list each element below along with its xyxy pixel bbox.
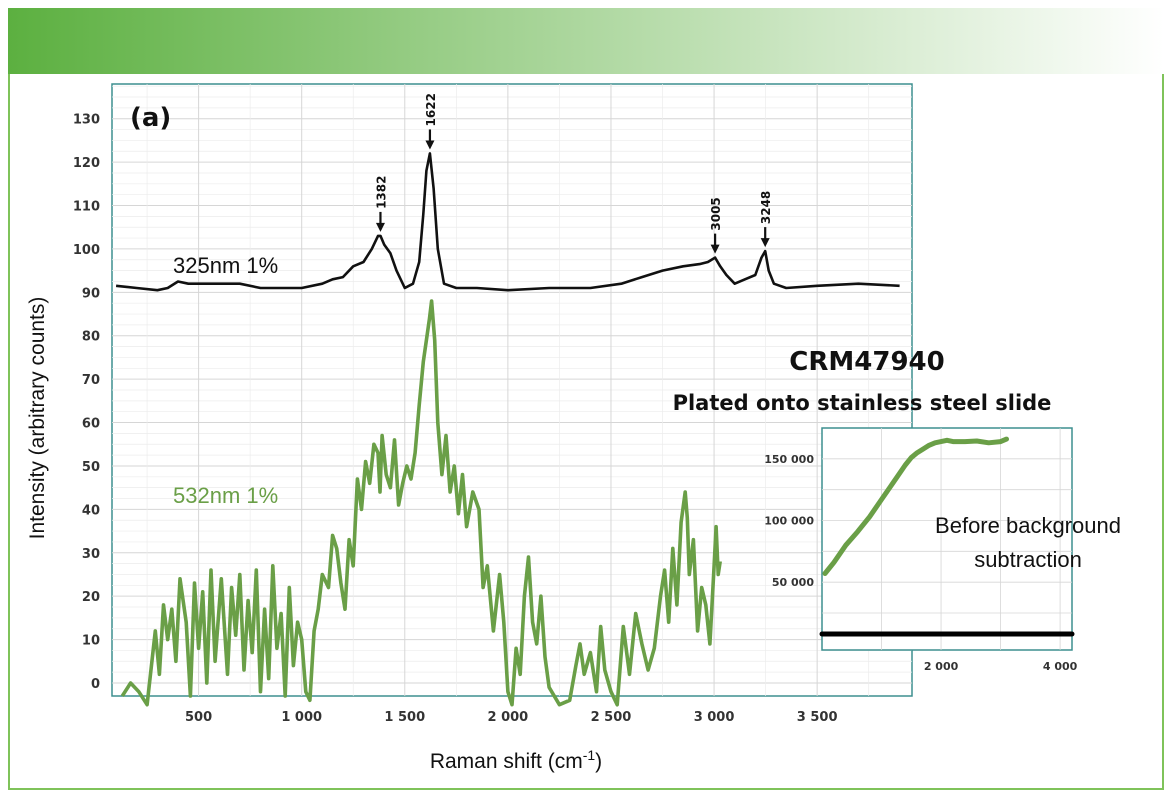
x-tick-label: 1 000 [281,710,322,725]
x-tick-label: 2 500 [591,710,632,725]
y-tick-label: 110 [73,200,100,215]
series-label-325: 325nm 1% [173,253,278,278]
inset-plot-area [821,427,1073,651]
peak-arrowhead [760,238,770,248]
main-axes: 0 10 20 30 40 50 60 70 80 90 100 110 120 130 500 1 000 1… [73,113,838,725]
inset-note-line2: subtraction [974,547,1082,572]
y-tick-label: 80 [82,330,100,345]
inset-y-tick-label: 50 000 [772,576,814,589]
chart-title: CRM47940 [789,347,944,377]
peak-label: 1382 [374,176,388,209]
inset-y-tick-label: 150 000 [764,453,814,466]
x-tick-label: 500 [185,710,212,725]
y-tick-label: 40 [82,503,100,518]
x-tick-label: 1 500 [384,710,425,725]
y-tick-label: 50 [82,460,100,475]
chart-subtitle: Plated onto stainless steel slide [673,391,1052,415]
inset-axes: 50 000 100 000 150 000 2 000 4 000 [764,453,1077,673]
y-tick-label: 0 [91,677,100,692]
inset-y-tick-label: 100 000 [764,515,814,528]
peak-label: 1622 [424,93,438,126]
figure-frame [8,74,1164,790]
series-532nm-line [120,299,722,707]
inset-x-tick-label: 2 000 [924,660,959,673]
panel-label: (a) [130,103,171,133]
peak-label: 3248 [759,191,773,224]
x-tick-label: 3 000 [694,710,735,725]
y-tick-label: 70 [82,373,100,388]
peak-arrowhead [375,222,385,232]
y-tick-label: 10 [82,634,100,649]
y-tick-label: 120 [73,156,100,171]
peak-annotations: 1382 1622 3005 3248 [374,93,773,254]
y-tick-label: 60 [82,417,100,432]
y-tick-label: 20 [82,590,100,605]
inset-note-line1: Before background [935,513,1121,538]
peak-arrowhead [425,140,435,150]
y-tick-label: 100 [73,243,100,258]
y-tick-label: 30 [82,547,100,562]
x-tick-label: 2 000 [488,710,529,725]
main-series [115,152,900,707]
header-banner [8,8,1164,74]
inset-series [819,436,1075,637]
y-axis-label: Intensity (arbitrary counts) [26,297,49,540]
y-tick-label: 130 [73,113,100,128]
inset-raw-spectrum-line [822,436,1009,576]
peak-label: 3005 [709,197,723,230]
inset-x-tick-label: 4 000 [1043,660,1078,673]
x-tick-label: 3 500 [797,710,838,725]
y-tick-label: 90 [82,286,100,301]
series-325nm-line [115,152,900,292]
x-axis-label: Raman shift (cm-1) [430,747,602,773]
peak-arrowhead [710,244,720,254]
series-label-532: 532nm 1% [173,483,278,508]
main-grid [112,84,912,696]
